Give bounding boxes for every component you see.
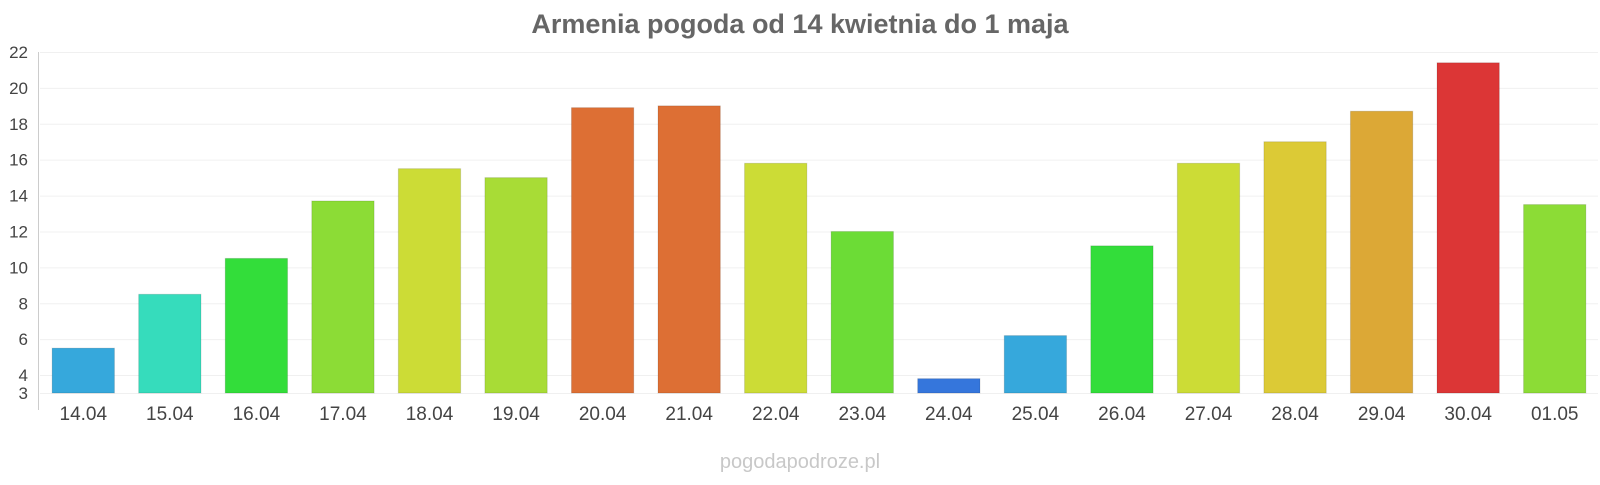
y-tick-label: 16 (9, 151, 28, 170)
bar-26.04[interactable] (1090, 245, 1154, 394)
x-tick-label: 21.04 (665, 404, 713, 425)
bars (51, 62, 1587, 394)
y-tick-label: 4 (19, 366, 28, 385)
x-tick-label: 23.04 (839, 404, 887, 425)
bar-21.04[interactable] (657, 105, 721, 394)
bar-25.04[interactable] (1003, 335, 1068, 394)
x-tick-label: 27.04 (1185, 404, 1233, 425)
x-tick-label: 22.04 (752, 404, 800, 425)
x-tick-label: 01.05 (1531, 404, 1579, 425)
y-tick-label: 18 (9, 115, 28, 134)
x-tick-label: 19.04 (492, 404, 540, 425)
bar-23.04[interactable] (830, 230, 894, 394)
grid-lines (40, 52, 1598, 394)
bar-01.05[interactable] (1523, 204, 1587, 394)
x-tick-label: 16.04 (233, 404, 281, 425)
x-tick-label: 15.04 (146, 404, 194, 425)
bar-17.04[interactable] (311, 200, 375, 394)
x-tick-label: 25.04 (1012, 404, 1060, 425)
x-tick-label: 20.04 (579, 404, 627, 425)
bar-22.04[interactable] (744, 162, 808, 394)
y-tick-label: 22 (9, 43, 28, 62)
bar-19.04[interactable] (484, 177, 548, 394)
y-tick-label: 6 (19, 330, 28, 349)
y-tick-label: 8 (19, 294, 28, 313)
x-tick-label: 17.04 (319, 404, 367, 425)
watermark: pogodapodroze.pl (720, 451, 880, 473)
x-tick-label: 29.04 (1358, 404, 1406, 425)
y-tick-label: 10 (9, 258, 28, 277)
x-tick-label: 26.04 (1098, 404, 1146, 425)
y-tick-label: 3 (19, 384, 28, 403)
bar-18.04[interactable] (397, 168, 462, 394)
chart-title: Armenia pogoda od 14 kwietnia do 1 maja (531, 9, 1069, 39)
y-tick-label: 12 (9, 222, 28, 241)
bar-29.04[interactable] (1349, 110, 1414, 394)
bar-27.04[interactable] (1176, 162, 1241, 394)
x-tick-label: 24.04 (925, 404, 973, 425)
y-axis-ticks: 34 6 8 10 12 14 16 18 20 22 (9, 43, 28, 403)
bar-24.04[interactable] (917, 378, 981, 394)
bar-16.04[interactable] (224, 257, 289, 394)
bar-14.04[interactable] (51, 347, 115, 394)
bar-28.04[interactable] (1263, 141, 1327, 394)
bar-30.04[interactable] (1436, 62, 1500, 394)
y-tick-label: 20 (9, 79, 28, 98)
x-tick-label: 28.04 (1271, 404, 1319, 425)
x-tick-label: 30.04 (1444, 404, 1492, 425)
bar-15.04[interactable] (138, 293, 202, 394)
y-tick-label: 14 (9, 187, 28, 206)
x-axis-ticks: 14.04 15.04 16.04 17.04 18.04 19.04 20.04 21.04… (60, 404, 1579, 425)
x-tick-label: 18.04 (406, 404, 454, 425)
x-tick-label: 14.04 (60, 404, 108, 425)
bar-20.04[interactable] (570, 107, 635, 394)
